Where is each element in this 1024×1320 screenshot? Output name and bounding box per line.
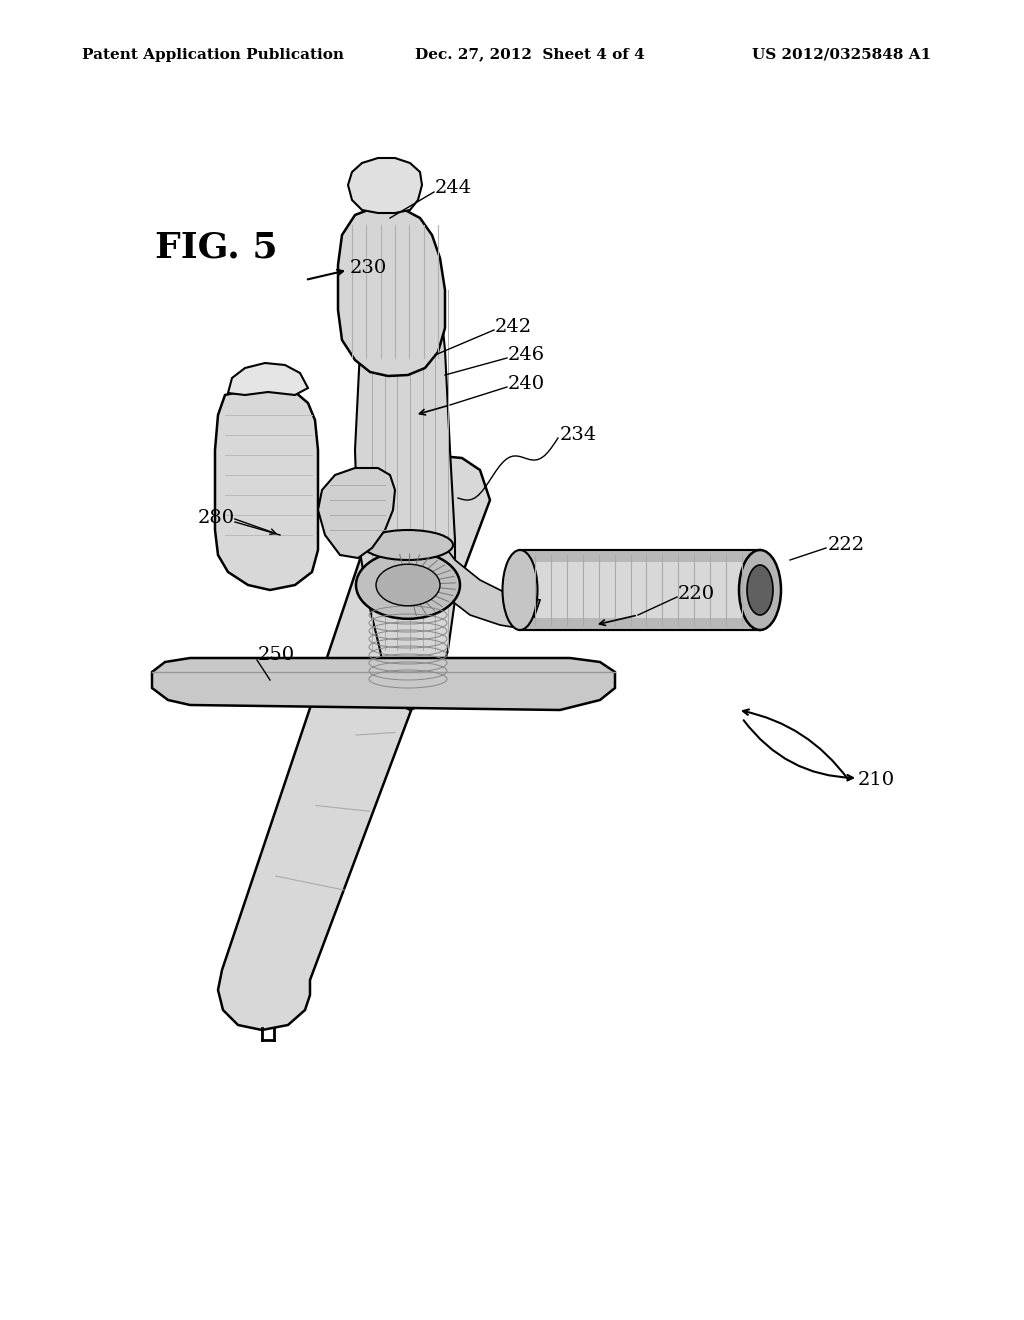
Text: 246: 246 — [508, 346, 545, 364]
Text: 244: 244 — [435, 180, 472, 197]
Ellipse shape — [356, 552, 460, 619]
Text: 242: 242 — [495, 318, 532, 337]
Polygon shape — [520, 618, 760, 630]
Text: 220: 220 — [678, 585, 715, 603]
Polygon shape — [228, 363, 308, 395]
Polygon shape — [348, 158, 422, 213]
Text: US 2012/0325848 A1: US 2012/0325848 A1 — [752, 48, 931, 62]
Polygon shape — [355, 252, 455, 710]
Polygon shape — [218, 455, 490, 1030]
Text: FIG. 5: FIG. 5 — [155, 230, 278, 264]
Polygon shape — [152, 657, 615, 710]
Text: 230: 230 — [350, 259, 387, 277]
Polygon shape — [520, 550, 760, 562]
Text: 210: 210 — [858, 771, 895, 789]
Polygon shape — [215, 388, 318, 590]
Polygon shape — [338, 207, 445, 376]
Ellipse shape — [362, 531, 453, 560]
Ellipse shape — [376, 564, 440, 606]
Text: Patent Application Publication: Patent Application Publication — [82, 48, 344, 62]
Text: 240: 240 — [508, 375, 545, 393]
Polygon shape — [425, 540, 540, 630]
Text: 250: 250 — [258, 645, 295, 664]
Ellipse shape — [739, 550, 781, 630]
Polygon shape — [520, 550, 760, 630]
Polygon shape — [318, 469, 395, 558]
Ellipse shape — [503, 550, 538, 630]
Text: 280: 280 — [198, 510, 236, 527]
Text: 234: 234 — [560, 426, 597, 444]
Text: Dec. 27, 2012  Sheet 4 of 4: Dec. 27, 2012 Sheet 4 of 4 — [415, 48, 645, 62]
Ellipse shape — [746, 565, 773, 615]
Text: 222: 222 — [828, 536, 865, 554]
